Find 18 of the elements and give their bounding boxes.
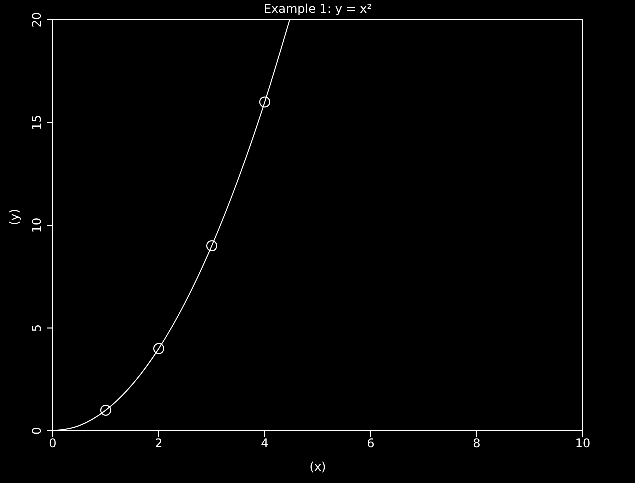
x-tick-label: 2 — [155, 436, 163, 451]
point — [100, 404, 112, 416]
x-tick-label: 6 — [367, 436, 375, 451]
x-tick-label: 8 — [473, 436, 481, 451]
point — [206, 240, 218, 252]
y-tick-label: 10 — [30, 218, 44, 234]
x-tick-label: 0 — [49, 436, 57, 451]
y-tick-label: 20 — [30, 12, 44, 28]
y-axis-title: (y) — [7, 209, 22, 226]
y-tick-label: 5 — [30, 324, 44, 332]
y-tick-label: 15 — [30, 115, 44, 130]
x-tick-label: 10 — [575, 436, 591, 451]
x-tick-label: 4 — [261, 436, 269, 451]
point — [154, 343, 164, 354]
point — [260, 96, 270, 108]
chart-title: Example 1: y = x² — [262, 2, 374, 16]
x-axis-title: (x) — [310, 460, 326, 474]
y-tick-label: 0 — [30, 427, 44, 435]
